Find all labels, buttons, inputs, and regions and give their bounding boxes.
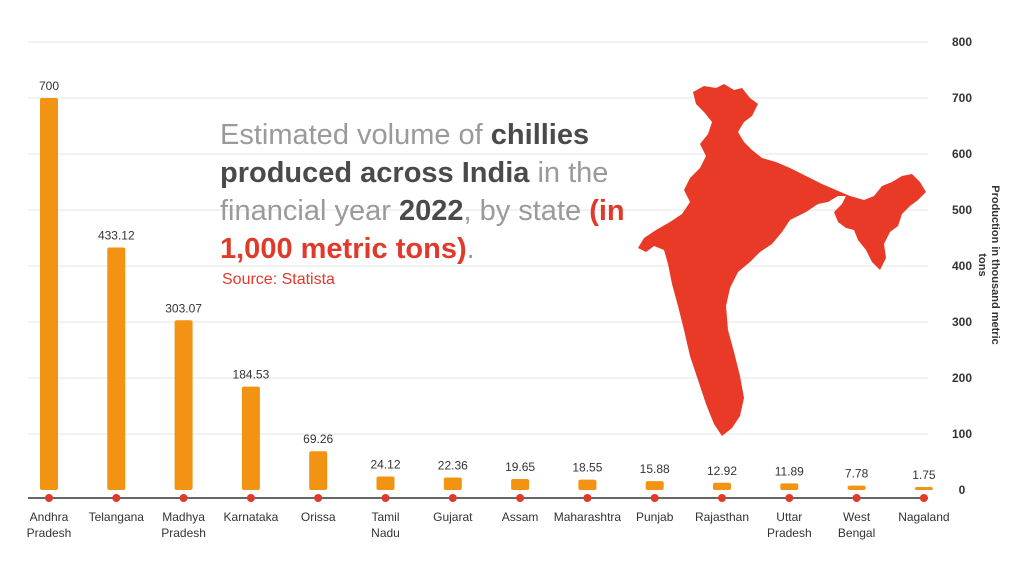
y-tick-label: 100 xyxy=(952,427,972,441)
bar-value-label: 1.75 xyxy=(912,468,936,482)
title-part3: in the financial year xyxy=(220,157,609,227)
title-part7: . xyxy=(466,233,475,265)
title-unit: (in 1,000 metric tons) xyxy=(220,195,625,265)
category-marker xyxy=(718,494,726,502)
category-marker xyxy=(785,494,794,502)
bar-value-label: 24.12 xyxy=(370,457,400,471)
title-part5: , by state xyxy=(463,195,590,227)
bar-value-label: 7.78 xyxy=(845,467,869,481)
bar xyxy=(443,477,462,490)
x-tick-label: Rajasthan xyxy=(695,510,749,524)
y-tick-label: 800 xyxy=(952,35,972,49)
y-axis-label: Production in thousand metric tons xyxy=(976,185,1001,345)
category-marker xyxy=(583,494,592,502)
category-marker xyxy=(45,494,53,502)
bar xyxy=(847,485,866,490)
bar-value-label: 22.36 xyxy=(438,458,468,472)
category-marker xyxy=(650,494,659,502)
chart-title: Estimated volume of chillies produced ac… xyxy=(220,116,650,268)
x-tick-label: Tamil Nadu xyxy=(371,510,400,540)
x-tick-label: Maharashtra xyxy=(554,510,622,524)
x-tick-label: Madhya Pradesh xyxy=(161,510,206,540)
source-note: Source: Statista xyxy=(222,271,335,288)
bar-value-label: 19.65 xyxy=(505,460,535,474)
gridlines xyxy=(28,41,928,499)
x-tick-label: Assam xyxy=(502,510,539,524)
bar xyxy=(511,478,530,490)
title-part1: Estimated volume of xyxy=(220,119,491,151)
bar-value-label: 433.12 xyxy=(98,228,135,242)
y-tick-label: 600 xyxy=(952,147,972,161)
bar xyxy=(578,479,597,490)
bar-value-label: 700 xyxy=(39,79,59,93)
x-tick-label: Punjab xyxy=(636,510,674,524)
category-marker xyxy=(919,494,928,502)
bar xyxy=(780,483,799,490)
category-marker xyxy=(246,494,255,502)
bar-value-label: 184.53 xyxy=(233,368,270,382)
bar-value-label: 69.26 xyxy=(303,432,333,446)
bar-value-label: 303.07 xyxy=(165,301,202,315)
y-tick-label: 200 xyxy=(952,371,972,385)
x-axis: Andhra Pradesh Telangana Madhya Pradesh Karna… xyxy=(27,494,950,540)
india-map xyxy=(638,84,926,436)
bar-value-label: 15.88 xyxy=(640,462,670,476)
y-tick-label: 400 xyxy=(952,259,972,273)
y-tick-label: 300 xyxy=(952,315,972,329)
bar xyxy=(914,487,933,490)
y-tick-label: 700 xyxy=(952,91,972,105)
bar xyxy=(107,247,126,490)
bar xyxy=(174,320,193,490)
x-tick-label: Uttar Pradesh xyxy=(767,510,812,540)
x-tick-label: Nagaland xyxy=(898,510,949,524)
x-tick-label: West Bengal xyxy=(838,510,875,540)
category-marker xyxy=(448,494,457,502)
x-tick-label: Orissa xyxy=(301,510,336,524)
category-marker xyxy=(179,494,188,502)
bar xyxy=(241,386,260,490)
category-marker xyxy=(852,494,861,502)
x-tick-label: Telangana xyxy=(89,510,145,524)
y-tick-label: 0 xyxy=(959,483,966,497)
category-marker xyxy=(112,494,121,502)
bar-value-label: 18.55 xyxy=(572,461,602,475)
y-axis: 0 100 200 300 400 500 600 700 800 xyxy=(952,35,972,497)
value-labels: 700 433.12 303.07 184.53 69.26 24.12 22.36 19.6… xyxy=(39,79,936,482)
bar xyxy=(645,481,664,490)
x-tick-label: Andhra Pradesh xyxy=(27,510,72,540)
category-marker xyxy=(381,494,390,502)
bar xyxy=(376,476,395,490)
bar xyxy=(713,482,731,490)
bar xyxy=(40,98,58,490)
bar xyxy=(309,451,328,490)
title-part2: chillies produced across India xyxy=(220,119,590,189)
bar-value-label: 11.89 xyxy=(775,464,804,478)
title-part4: 2022 xyxy=(398,195,464,227)
category-marker xyxy=(314,494,323,502)
y-tick-label: 500 xyxy=(952,203,972,217)
bars xyxy=(40,98,933,490)
x-tick-label: Karnataka xyxy=(224,510,279,524)
bar-value-label: 12.92 xyxy=(707,464,737,478)
x-tick-label: Gujarat xyxy=(433,510,473,524)
category-marker xyxy=(516,494,525,502)
